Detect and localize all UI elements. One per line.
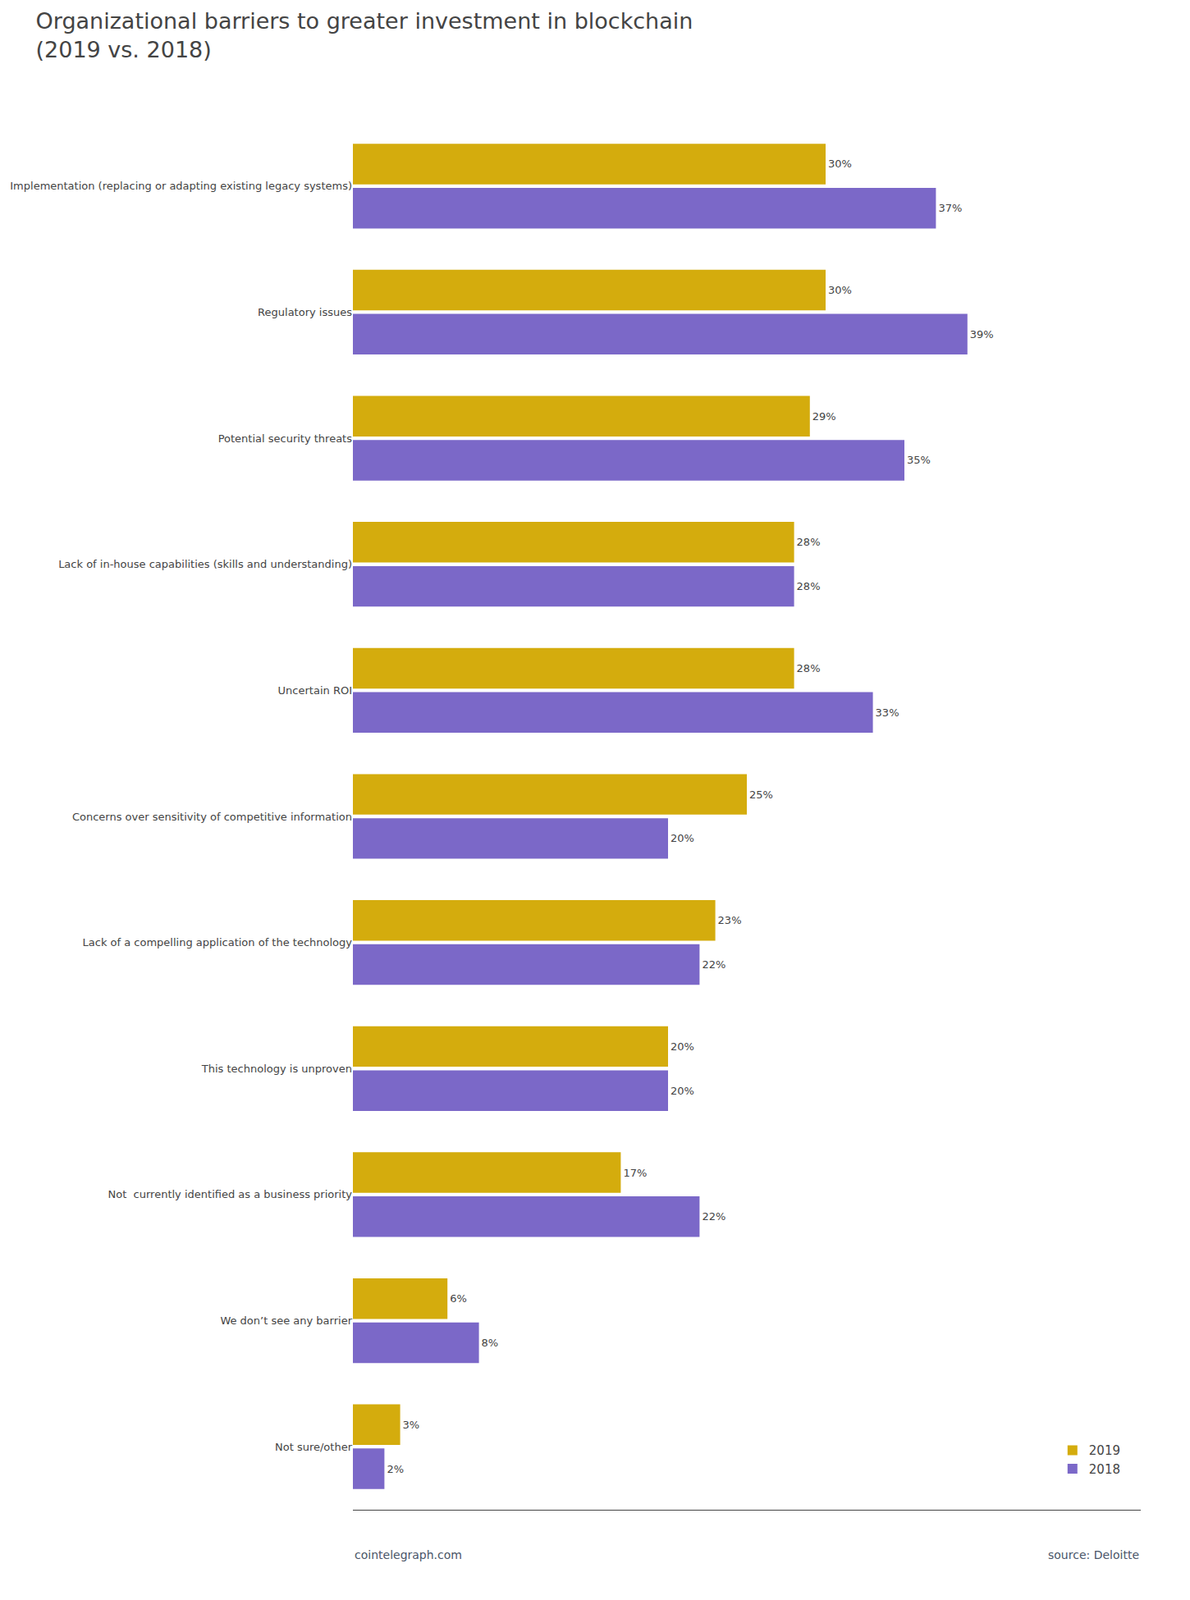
svg-text:20%: 20% bbox=[670, 1084, 695, 1098]
svg-text:6%: 6% bbox=[449, 1292, 467, 1305]
svg-text:17%: 17% bbox=[622, 1167, 647, 1180]
svg-text:Potential security threats: Potential security threats bbox=[218, 432, 353, 445]
svg-text:Not currently identified as a: Not currently identified as a business p… bbox=[108, 1188, 353, 1201]
svg-text:28%: 28% bbox=[796, 662, 821, 675]
svg-text:We don’t see any barrier: We don’t see any barrier bbox=[219, 1314, 353, 1328]
svg-text:3%: 3% bbox=[402, 1418, 421, 1432]
svg-text:2019: 2019 bbox=[1089, 1443, 1121, 1459]
svg-text:23%: 23% bbox=[718, 914, 742, 927]
svg-text:30%: 30% bbox=[828, 283, 852, 297]
svg-text:Implementation (replacing or a: Implementation (replacing or adapting ex… bbox=[9, 179, 353, 193]
svg-text:source: Deloitte: source: Deloitte bbox=[1048, 1548, 1140, 1562]
svg-text:39%: 39% bbox=[970, 328, 994, 341]
svg-text:20%: 20% bbox=[670, 1040, 695, 1053]
svg-text:33%: 33% bbox=[875, 706, 900, 719]
svg-text:Regulatory issues: Regulatory issues bbox=[257, 306, 353, 319]
svg-text:This technology is unproven: This technology is unproven bbox=[201, 1062, 353, 1076]
svg-text:Lack of in-house capabilities: Lack of in-house capabilities (skills an… bbox=[58, 558, 353, 571]
svg-text:37%: 37% bbox=[938, 201, 962, 215]
svg-text:22%: 22% bbox=[701, 1210, 726, 1223]
svg-text:Lack of a compelling applicati: Lack of a compelling application of the … bbox=[82, 936, 353, 949]
svg-text:8%: 8% bbox=[481, 1336, 499, 1350]
svg-text:28%: 28% bbox=[796, 535, 821, 549]
svg-text:Organizational barriers to gre: Organizational barriers to greater inves… bbox=[36, 8, 694, 63]
svg-text:cointelegraph.com: cointelegraph.com bbox=[354, 1548, 463, 1562]
svg-text:35%: 35% bbox=[906, 453, 931, 467]
svg-text:2018: 2018 bbox=[1089, 1462, 1121, 1478]
svg-text:20%: 20% bbox=[670, 832, 695, 845]
svg-text:29%: 29% bbox=[812, 410, 837, 423]
svg-text:Uncertain ROI: Uncertain ROI bbox=[278, 684, 353, 697]
svg-text:Not sure/other: Not sure/other bbox=[274, 1441, 353, 1454]
svg-text:28%: 28% bbox=[796, 580, 821, 593]
svg-text:25%: 25% bbox=[749, 788, 774, 801]
svg-text:Concerns over sensitivity of c: Concerns over sensitivity of competitive… bbox=[72, 810, 353, 824]
svg-text:30%: 30% bbox=[828, 157, 852, 170]
svg-text:2%: 2% bbox=[386, 1463, 404, 1476]
svg-text:22%: 22% bbox=[701, 958, 726, 971]
